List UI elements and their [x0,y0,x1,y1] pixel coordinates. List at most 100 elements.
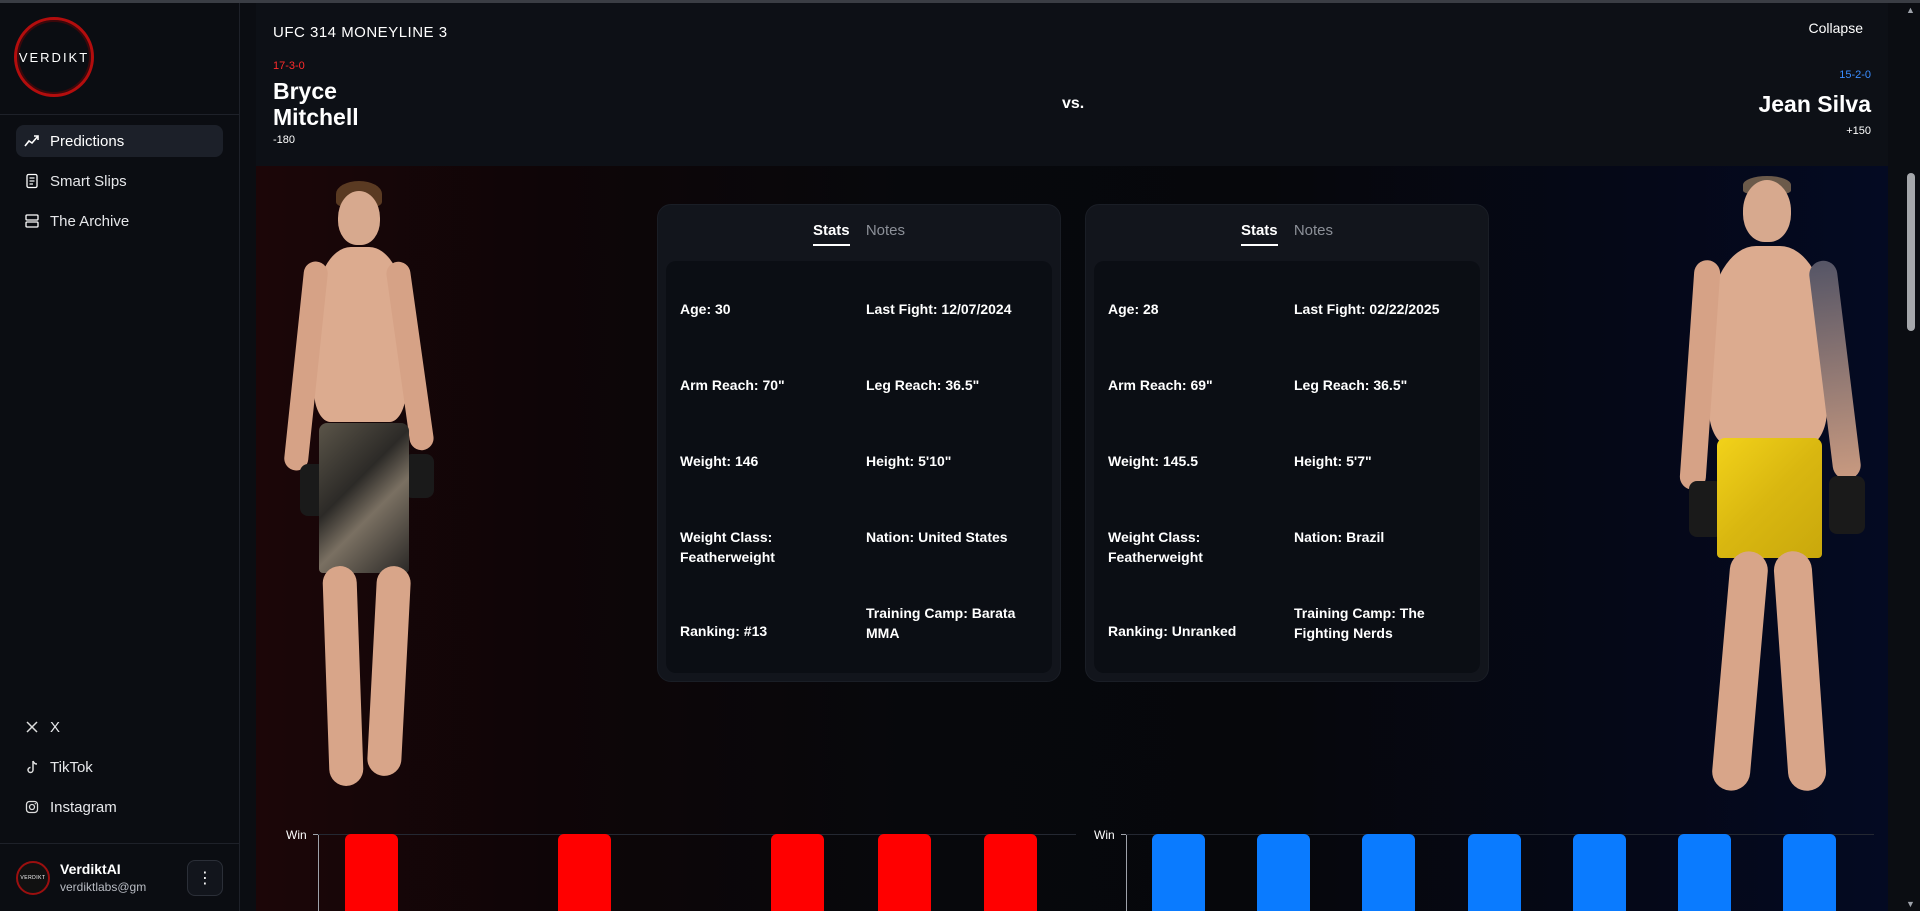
stat-last-fight: Last Fight: 02/22/2025 [1294,301,1440,317]
chart-bar [557,834,611,911]
stat-weight: Weight: 146 [680,453,759,469]
scroll-up-arrow-icon[interactable]: ▲ [1906,5,1915,15]
fighter1-stats-panel: Age: 30 Last Fight: 12/07/2024 Arm Reach… [666,261,1052,673]
logo-text: VERDIKT [18,49,90,65]
scroll-thumb[interactable] [1907,173,1915,331]
stat-arm-reach: Arm Reach: 70" [680,377,785,393]
fighter2-name: Jean Silva [1758,91,1871,117]
more-vertical-icon: ⋮ [197,869,213,887]
main-content: UFC 314 MONEYLINE 3 Collapse 17-3-0 Bryc… [256,3,1888,911]
instagram-icon [24,799,40,815]
fighter2-stats-panel: Age: 28 Last Fight: 02/22/2025 Arm Reach… [1094,261,1480,673]
vs-label: vs. [1062,95,1085,112]
stat-weight: Weight: 145.5 [1108,453,1198,469]
chart-bar [1362,834,1416,911]
x-icon [24,719,40,735]
fighter1-name: Bryce Mitchell [273,78,359,130]
stat-leg-reach: Leg Reach: 36.5" [1294,377,1408,393]
chart-bar [1782,834,1836,911]
fighter1-record: 17-3-0 [273,60,305,72]
page-scrollbar[interactable]: ▲ ▼ [1902,3,1920,911]
tab-stats[interactable]: Stats [1240,222,1278,246]
chart-bar [771,834,825,911]
stat-training-camp: Training Camp: Barata MMA [866,605,1016,641]
user-email: verdiktlabs@gm [60,880,147,894]
fighter1-photo [274,181,436,801]
collapse-button[interactable]: Collapse [1808,20,1863,36]
logo-area: VERDIKT [0,3,239,115]
fighter2-tabs: Stats Notes [1086,222,1488,246]
chart-y-tick [1121,834,1127,835]
event-title: UFC 314 MONEYLINE 3 [273,24,448,41]
social-links: X TikTok Instagram [16,703,224,823]
chart-bar [1257,834,1311,911]
sidebar-item-smart-slips[interactable]: Smart Slips [16,165,223,197]
chart-y-axis [318,834,319,911]
avatar-logo-text: VERDIKT [20,874,46,881]
stat-height: Height: 5'10" [866,453,952,469]
stat-nation: Nation: Brazil [1294,529,1385,545]
tab-notes[interactable]: Notes [1293,222,1334,239]
chart-bar [1572,834,1626,911]
tab-stats[interactable]: Stats [812,222,850,246]
stat-ranking: Ranking: Unranked [1108,623,1237,639]
fighter1-card: Stats Notes Age: 30 Last Fight: 12/07/20… [657,204,1061,682]
fighter1-tabs: Stats Notes [658,222,1060,246]
fighter2-card: Stats Notes Age: 28 Last Fight: 02/22/20… [1085,204,1489,682]
chart-bar [344,834,398,911]
main-nav: Predictions Smart Slips The Archive [0,115,239,255]
chart-gridline [318,834,1076,835]
chart-y-label: Win [286,828,307,842]
chart-y-label: Win [1094,828,1115,842]
stat-ranking: Ranking: #13 [680,623,768,639]
chart-bar [1677,834,1731,911]
chart-bar [877,834,931,911]
stat-weight-class: Weight Class: Featherweight [1108,529,1203,565]
sidebar-item-the-archive[interactable]: The Archive [16,205,223,237]
chart-y-tick [313,834,319,835]
stat-last-fight: Last Fight: 12/07/2024 [866,301,1012,317]
trend-icon [24,133,40,149]
scroll-down-arrow-icon[interactable]: ▼ [1906,899,1915,909]
fighter1-odds: -180 [273,134,296,146]
stat-age: Age: 28 [1108,301,1159,317]
social-label: TikTok [50,758,93,776]
matchup-header: UFC 314 MONEYLINE 3 Collapse 17-3-0 Bryc… [256,3,1888,166]
tiktok-icon [24,759,40,775]
fighter2-photo [1651,176,1866,806]
chart-bar [1467,834,1521,911]
sidebar-item-predictions[interactable]: Predictions [16,125,223,157]
tab-notes[interactable]: Notes [865,222,906,239]
stat-training-camp: Training Camp: The Fighting Nerds [1294,605,1425,641]
chart-bar [984,834,1038,911]
receipt-icon [24,173,40,189]
stat-arm-reach: Arm Reach: 69" [1108,377,1213,393]
archive-icon [24,213,40,229]
social-label: X [50,718,61,736]
stat-nation: Nation: United States [866,529,1008,545]
sidebar: VERDIKT Predictions Smart Slips The A [0,3,240,911]
sidebar-item-label: Smart Slips [50,172,127,190]
avatar[interactable]: VERDIKT [16,860,50,895]
social-label: Instagram [50,798,117,816]
user-info: VerdiktAI verdiktlabs@gm [60,861,187,894]
stat-leg-reach: Leg Reach: 36.5" [866,377,980,393]
chart-y-axis [1126,834,1127,911]
chart-bar [1152,834,1206,911]
user-menu-button[interactable]: ⋮ [187,859,223,896]
social-link-tiktok[interactable]: TikTok [16,751,224,783]
sidebar-item-label: Predictions [50,132,125,150]
stat-height: Height: 5'7" [1294,453,1372,469]
matchup-stage: Stats Notes Age: 30 Last Fight: 12/07/20… [256,166,1888,911]
sidebar-item-label: The Archive [50,212,130,230]
social-link-instagram[interactable]: Instagram [16,791,224,823]
social-link-x[interactable]: X [16,711,224,743]
fighter2-odds: +150 [1846,125,1871,137]
fighter2-record: 15-2-0 [1839,69,1871,81]
logo[interactable]: VERDIKT [14,17,94,97]
stat-weight-class: Weight Class: Featherweight [680,529,775,565]
window-top-border [0,0,1920,3]
user-panel: VERDIKT VerdiktAI verdiktlabs@gm ⋮ [0,843,239,911]
fighter1-results-chart: Win [286,824,1076,911]
